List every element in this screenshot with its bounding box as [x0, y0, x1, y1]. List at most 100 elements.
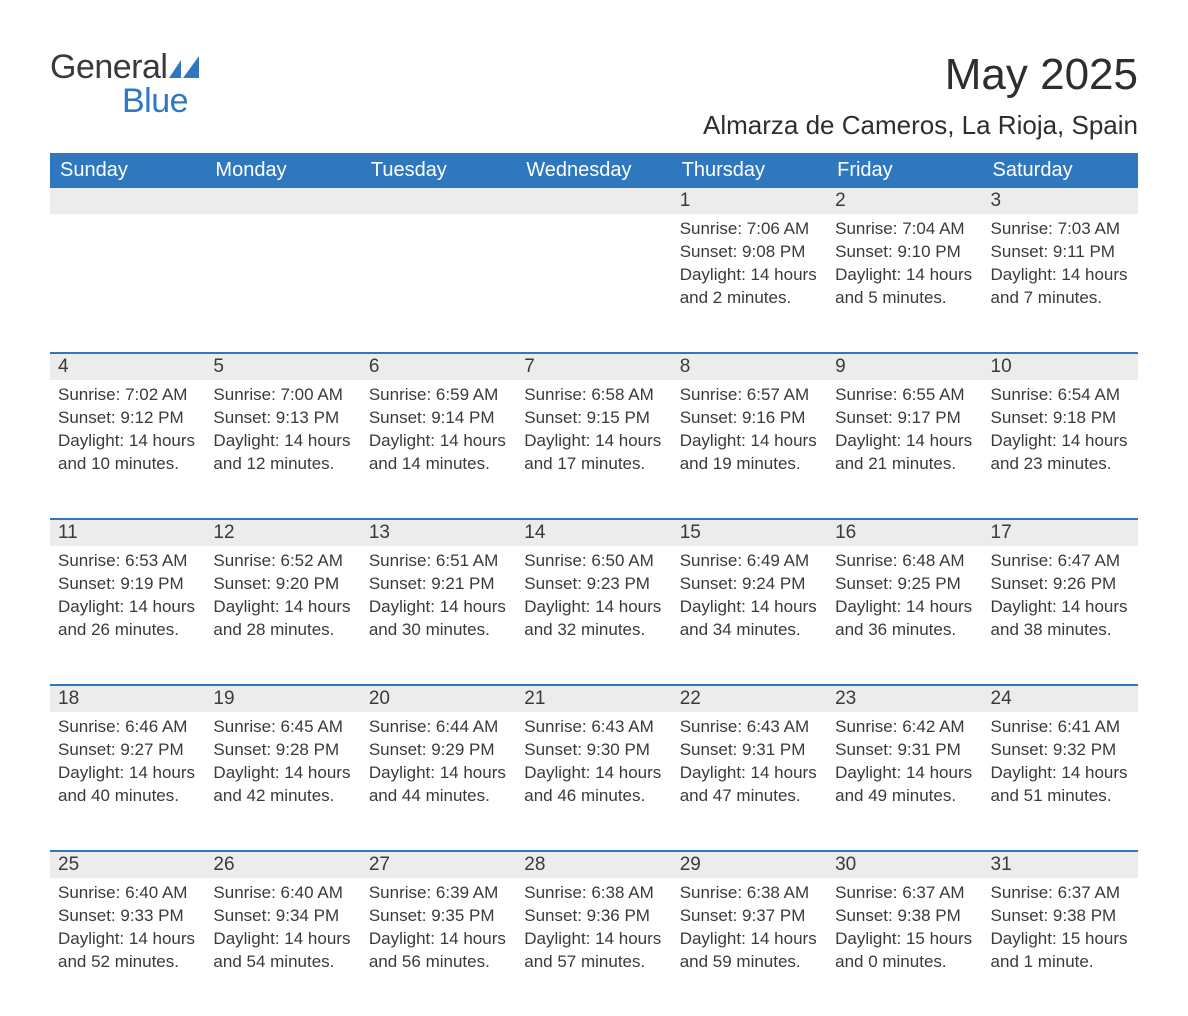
- daynum-row: 45678910: [50, 352, 1138, 380]
- sunset-text: Sunset: 9:34 PM: [213, 905, 352, 928]
- logo: General Blue: [50, 50, 203, 118]
- day-number: 11: [50, 518, 205, 546]
- daylight-text: Daylight: 14 hours and 34 minutes.: [680, 596, 819, 642]
- daybody-row: Sunrise: 7:06 AMSunset: 9:08 PMDaylight:…: [50, 214, 1138, 352]
- day-number: 10: [983, 352, 1138, 380]
- daylight-text: Daylight: 14 hours and 44 minutes.: [369, 762, 508, 808]
- sunrise-text: Sunrise: 6:43 AM: [524, 716, 663, 739]
- sunset-text: Sunset: 9:25 PM: [835, 573, 974, 596]
- day-number: 26: [205, 850, 360, 878]
- sunrise-text: Sunrise: 6:47 AM: [991, 550, 1130, 573]
- sunrise-text: Sunrise: 6:50 AM: [524, 550, 663, 573]
- daybody-row: Sunrise: 6:40 AMSunset: 9:33 PMDaylight:…: [50, 878, 1138, 1016]
- sunrise-text: Sunrise: 7:03 AM: [991, 218, 1130, 241]
- day-cell: Sunrise: 6:44 AMSunset: 9:29 PMDaylight:…: [361, 712, 516, 850]
- sunset-text: Sunset: 9:08 PM: [680, 241, 819, 264]
- day-number: 3: [983, 188, 1138, 214]
- logo-blue-text: Blue: [122, 84, 203, 118]
- daylight-text: Daylight: 14 hours and 51 minutes.: [991, 762, 1130, 808]
- day-cell: Sunrise: 7:04 AMSunset: 9:10 PMDaylight:…: [827, 214, 982, 352]
- sunset-text: Sunset: 9:32 PM: [991, 739, 1130, 762]
- daybody-row: Sunrise: 7:02 AMSunset: 9:12 PMDaylight:…: [50, 380, 1138, 518]
- sunrise-text: Sunrise: 6:40 AM: [213, 882, 352, 905]
- sunset-text: Sunset: 9:23 PM: [524, 573, 663, 596]
- day-cell: Sunrise: 6:54 AMSunset: 9:18 PMDaylight:…: [983, 380, 1138, 518]
- weekday-header: Tuesday: [361, 153, 516, 188]
- logo-triangle-icon: [169, 56, 203, 82]
- daylight-text: Daylight: 14 hours and 14 minutes.: [369, 430, 508, 476]
- weekday-header: Friday: [827, 153, 982, 188]
- daynum-row: 11121314151617: [50, 518, 1138, 546]
- day-number: 22: [672, 684, 827, 712]
- daylight-text: Daylight: 14 hours and 56 minutes.: [369, 928, 508, 974]
- daylight-text: Daylight: 14 hours and 36 minutes.: [835, 596, 974, 642]
- daylight-text: Daylight: 14 hours and 19 minutes.: [680, 430, 819, 476]
- day-cell: Sunrise: 6:46 AMSunset: 9:27 PMDaylight:…: [50, 712, 205, 850]
- day-cell: Sunrise: 6:37 AMSunset: 9:38 PMDaylight:…: [983, 878, 1138, 1016]
- day-number-empty: [516, 188, 671, 214]
- sunrise-text: Sunrise: 6:41 AM: [991, 716, 1130, 739]
- day-number: 20: [361, 684, 516, 712]
- day-cell: Sunrise: 7:00 AMSunset: 9:13 PMDaylight:…: [205, 380, 360, 518]
- sunset-text: Sunset: 9:10 PM: [835, 241, 974, 264]
- sunset-text: Sunset: 9:24 PM: [680, 573, 819, 596]
- sunset-text: Sunset: 9:20 PM: [213, 573, 352, 596]
- sunrise-text: Sunrise: 7:06 AM: [680, 218, 819, 241]
- daylight-text: Daylight: 14 hours and 2 minutes.: [680, 264, 819, 310]
- sunset-text: Sunset: 9:19 PM: [58, 573, 197, 596]
- sunset-text: Sunset: 9:31 PM: [680, 739, 819, 762]
- sunset-text: Sunset: 9:36 PM: [524, 905, 663, 928]
- sunrise-text: Sunrise: 7:00 AM: [213, 384, 352, 407]
- day-number: 8: [672, 352, 827, 380]
- sunrise-text: Sunrise: 6:38 AM: [524, 882, 663, 905]
- day-number: 25: [50, 850, 205, 878]
- logo-general-text: General: [50, 50, 167, 84]
- sunset-text: Sunset: 9:31 PM: [835, 739, 974, 762]
- sunset-text: Sunset: 9:11 PM: [991, 241, 1130, 264]
- day-number: 18: [50, 684, 205, 712]
- day-cell: Sunrise: 6:59 AMSunset: 9:14 PMDaylight:…: [361, 380, 516, 518]
- sunrise-text: Sunrise: 6:49 AM: [680, 550, 819, 573]
- sunrise-text: Sunrise: 6:45 AM: [213, 716, 352, 739]
- sunset-text: Sunset: 9:21 PM: [369, 573, 508, 596]
- sunset-text: Sunset: 9:28 PM: [213, 739, 352, 762]
- day-cell: Sunrise: 6:39 AMSunset: 9:35 PMDaylight:…: [361, 878, 516, 1016]
- weekday-header: Wednesday: [516, 153, 671, 188]
- day-cell-empty: [50, 214, 205, 352]
- sunset-text: Sunset: 9:29 PM: [369, 739, 508, 762]
- weekday-header-row: SundayMondayTuesdayWednesdayThursdayFrid…: [50, 153, 1138, 188]
- day-number: 5: [205, 352, 360, 380]
- day-number: 24: [983, 684, 1138, 712]
- day-cell: Sunrise: 6:47 AMSunset: 9:26 PMDaylight:…: [983, 546, 1138, 684]
- day-number: 1: [672, 188, 827, 214]
- day-cell: Sunrise: 6:43 AMSunset: 9:31 PMDaylight:…: [672, 712, 827, 850]
- daylight-text: Daylight: 14 hours and 40 minutes.: [58, 762, 197, 808]
- sunrise-text: Sunrise: 6:59 AM: [369, 384, 508, 407]
- day-number: 23: [827, 684, 982, 712]
- calendar-table: SundayMondayTuesdayWednesdayThursdayFrid…: [50, 153, 1138, 1016]
- sunset-text: Sunset: 9:38 PM: [991, 905, 1130, 928]
- sunset-text: Sunset: 9:27 PM: [58, 739, 197, 762]
- sunset-text: Sunset: 9:35 PM: [369, 905, 508, 928]
- title-block: May 2025 Almarza de Cameros, La Rioja, S…: [703, 50, 1138, 141]
- sunrise-text: Sunrise: 6:54 AM: [991, 384, 1130, 407]
- daylight-text: Daylight: 14 hours and 5 minutes.: [835, 264, 974, 310]
- daylight-text: Daylight: 14 hours and 47 minutes.: [680, 762, 819, 808]
- day-cell-empty: [205, 214, 360, 352]
- day-cell: Sunrise: 6:58 AMSunset: 9:15 PMDaylight:…: [516, 380, 671, 518]
- day-cell-empty: [361, 214, 516, 352]
- sunset-text: Sunset: 9:30 PM: [524, 739, 663, 762]
- sunset-text: Sunset: 9:12 PM: [58, 407, 197, 430]
- daylight-text: Daylight: 14 hours and 23 minutes.: [991, 430, 1130, 476]
- daylight-text: Daylight: 14 hours and 54 minutes.: [213, 928, 352, 974]
- sunrise-text: Sunrise: 6:55 AM: [835, 384, 974, 407]
- sunrise-text: Sunrise: 6:44 AM: [369, 716, 508, 739]
- daybody-row: Sunrise: 6:46 AMSunset: 9:27 PMDaylight:…: [50, 712, 1138, 850]
- day-cell: Sunrise: 6:49 AMSunset: 9:24 PMDaylight:…: [672, 546, 827, 684]
- day-number: 15: [672, 518, 827, 546]
- sunrise-text: Sunrise: 7:04 AM: [835, 218, 974, 241]
- day-number: 19: [205, 684, 360, 712]
- day-number: 9: [827, 352, 982, 380]
- day-number-empty: [50, 188, 205, 214]
- day-number-empty: [361, 188, 516, 214]
